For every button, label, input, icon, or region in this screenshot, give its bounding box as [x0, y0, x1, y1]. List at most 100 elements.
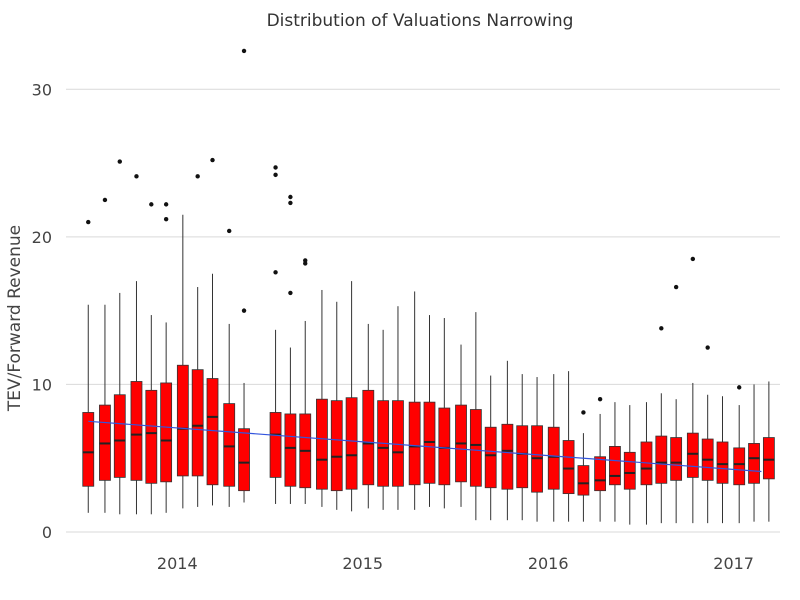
- outlier-3-0: [134, 174, 139, 179]
- outlier-38-0: [690, 256, 696, 262]
- box-body-30: [562, 440, 575, 495]
- box-38: [686, 256, 699, 524]
- box-body-26: [501, 423, 514, 490]
- x-tick-label-2: 2016: [528, 554, 569, 573]
- y-axis-ticks: 0 10 20 30: [32, 80, 52, 542]
- box-body-29: [547, 426, 560, 490]
- box-body-9: [223, 403, 236, 487]
- outlier-4-0: [149, 202, 154, 207]
- outlier-10-1: [241, 308, 247, 313]
- box-body-41: [733, 447, 746, 486]
- trend-line: [88, 420, 762, 473]
- box-24: [469, 312, 482, 521]
- box-28: [531, 377, 543, 522]
- outlier-5-0: [163, 202, 169, 207]
- box-body-5: [160, 382, 173, 483]
- box-body-34: [623, 451, 636, 490]
- box-20: [408, 291, 421, 510]
- outlier-36-0: [659, 326, 664, 331]
- box-body-15: [330, 400, 343, 492]
- box-body-11: [269, 412, 282, 478]
- box-29: [547, 374, 560, 522]
- box-8: [206, 157, 219, 506]
- box-31: [577, 410, 590, 522]
- box-body-42: [748, 443, 760, 484]
- box-17: [362, 323, 375, 509]
- box-0: [82, 219, 95, 513]
- x-axis-ticks: 2014 2015 2016 2017: [157, 554, 754, 573]
- box-body-40: [716, 441, 729, 484]
- box-body-17: [362, 389, 375, 486]
- outlier-9-0: [227, 228, 232, 234]
- y-axis-title: TEV/Forward Revenue: [5, 225, 25, 412]
- box-body-7: [191, 369, 204, 477]
- outlier-41-0: [737, 385, 742, 390]
- box-33: [609, 402, 621, 522]
- box-5: [160, 202, 173, 513]
- box-26: [501, 360, 514, 521]
- box-16: [345, 281, 358, 512]
- x-tick-label-0: 2014: [157, 554, 198, 573]
- box-body-25: [484, 426, 497, 489]
- box-3: [130, 174, 143, 515]
- outlier-8-0: [210, 157, 215, 163]
- outlier-11-1: [273, 172, 278, 178]
- box-36: [655, 326, 668, 524]
- box-body-33: [609, 446, 621, 486]
- box-body-10: [238, 428, 250, 492]
- box-40: [716, 396, 729, 524]
- box-2: [113, 159, 126, 515]
- box-18: [377, 329, 390, 510]
- outlier-12-1: [288, 200, 293, 206]
- box-15: [330, 301, 343, 510]
- box-body-14: [316, 398, 328, 490]
- outlier-32-0: [597, 396, 603, 402]
- outlier-1-0: [102, 197, 108, 203]
- box-41: [733, 385, 746, 524]
- boxes-layer: [82, 48, 775, 525]
- box-21: [423, 315, 436, 507]
- y-tick-label-2: 20: [32, 228, 52, 247]
- box-43: [762, 381, 775, 522]
- box-body-20: [408, 401, 421, 486]
- box-10: [238, 48, 250, 503]
- box-25: [484, 375, 497, 521]
- box-34: [623, 405, 636, 525]
- box-body-32: [594, 456, 607, 492]
- outlier-7-0: [195, 174, 200, 179]
- box-body-2: [113, 394, 126, 478]
- box-13: [299, 258, 312, 504]
- box-body-6: [176, 364, 189, 477]
- box-body-19: [392, 400, 404, 487]
- outlier-10-0: [241, 48, 247, 54]
- box-body-4: [145, 389, 158, 484]
- trend-layer: [88, 420, 762, 473]
- box-27: [516, 374, 529, 521]
- y-tick-label-1: 10: [32, 375, 52, 394]
- box-6: [176, 214, 189, 509]
- box-7: [191, 174, 204, 507]
- box-body-0: [82, 412, 95, 487]
- box-14: [316, 289, 328, 507]
- box-body-8: [206, 378, 219, 486]
- outlier-12-0: [288, 194, 293, 200]
- box-30: [562, 371, 575, 522]
- outlier-13-1: [303, 261, 308, 266]
- box-23: [455, 344, 467, 507]
- box-body-43: [762, 437, 775, 480]
- y-tick-label-3: 30: [32, 80, 52, 99]
- box-42: [748, 384, 760, 522]
- box-1: [99, 197, 111, 513]
- box-body-36: [655, 435, 668, 484]
- box-body-22: [438, 407, 451, 486]
- x-tick-label-1: 2015: [342, 554, 383, 573]
- box-body-38: [686, 432, 699, 478]
- x-tick-label-3: 2017: [713, 554, 754, 573]
- box-body-16: [345, 397, 358, 490]
- box-body-3: [130, 381, 143, 481]
- outlier-11-2: [273, 270, 278, 275]
- outlier-39-0: [705, 345, 710, 350]
- outlier-2-0: [117, 159, 122, 164]
